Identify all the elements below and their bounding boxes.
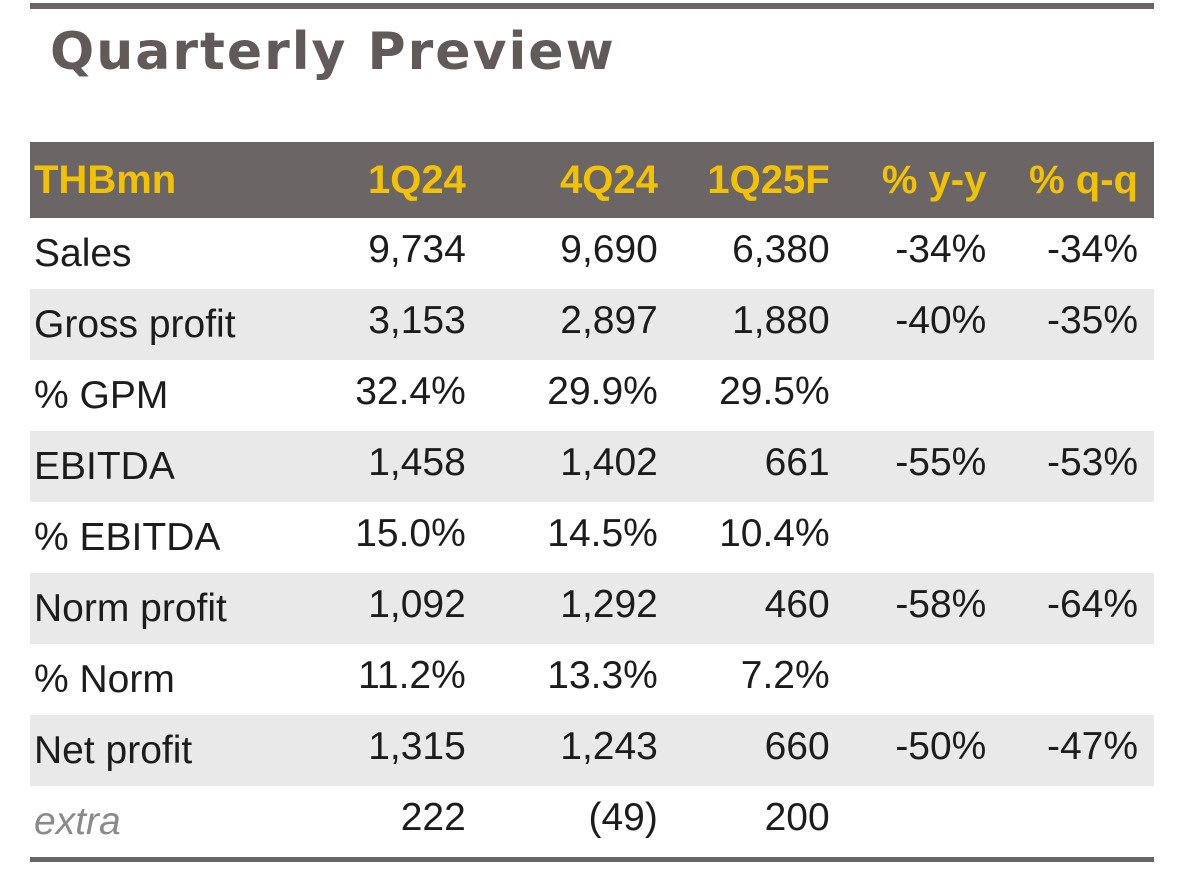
table-row-sales: Sales 9,734 9,690 6,380 -34% -34% xyxy=(30,218,1154,289)
header-yoy: % y-y xyxy=(881,157,987,202)
cell-1q25f: 661 xyxy=(764,440,830,484)
cell-qoq xyxy=(1002,502,1154,573)
cell-yoy: -58% xyxy=(895,582,987,626)
cell-qoq xyxy=(1002,786,1154,857)
cell-1q24: 32.4% xyxy=(355,369,466,413)
cell-1q24: 3,153 xyxy=(368,298,466,342)
row-label: EBITDA xyxy=(34,444,175,488)
row-label: % Norm xyxy=(34,657,175,701)
cell-qoq: -34% xyxy=(1046,227,1138,271)
cell-4q24: 1,292 xyxy=(560,582,658,626)
cell-1q24: 15.0% xyxy=(355,511,466,555)
cell-1q25f: 1,880 xyxy=(732,298,830,342)
cell-1q24: 1,458 xyxy=(368,440,466,484)
table-row-ebitda-margin: % EBITDA 15.0% 14.5% 10.4% xyxy=(30,502,1154,573)
cell-1q24: 11.2% xyxy=(358,653,466,697)
row-label: Net profit xyxy=(34,728,193,772)
cell-4q24: 2,897 xyxy=(560,298,658,342)
cell-1q24: 222 xyxy=(400,795,466,839)
cell-yoy xyxy=(846,360,1003,431)
page-title: Quarterly Preview xyxy=(50,22,616,82)
row-label: Gross profit xyxy=(34,302,236,346)
row-label: Norm profit xyxy=(34,586,227,630)
table-row-norm-margin: % Norm 11.2% 13.3% 7.2% xyxy=(30,644,1154,715)
row-label: extra xyxy=(34,799,121,843)
cell-qoq: -53% xyxy=(1046,440,1138,484)
cell-4q24: 1,243 xyxy=(560,724,658,768)
cell-yoy: -34% xyxy=(895,227,987,271)
table-row-ebitda: EBITDA 1,458 1,402 661 -55% -53% xyxy=(30,431,1154,502)
cell-4q24: 9,690 xyxy=(560,227,658,271)
cell-yoy: -50% xyxy=(895,724,987,768)
header-4q24: 4Q24 xyxy=(560,157,658,202)
cell-yoy xyxy=(846,502,1003,573)
top-divider xyxy=(30,3,1154,9)
cell-yoy xyxy=(846,644,1003,715)
header-1q25f: 1Q25F xyxy=(707,157,830,202)
bottom-divider xyxy=(30,857,1154,862)
cell-qoq: -35% xyxy=(1046,298,1138,342)
cell-qoq xyxy=(1002,644,1154,715)
quarterly-preview-table: THBmn 1Q24 4Q24 1Q25F % y-y % q-q Sales … xyxy=(30,142,1154,857)
table-row-gpm: % GPM 32.4% 29.9% 29.5% xyxy=(30,360,1154,431)
table-row-norm-profit: Norm profit 1,092 1,292 460 -58% -64% xyxy=(30,573,1154,644)
cell-1q25f: 29.5% xyxy=(719,369,830,413)
header-qoq: % q-q xyxy=(1029,157,1138,202)
row-label: % EBITDA xyxy=(34,515,221,559)
row-label: Sales xyxy=(34,231,132,275)
cell-1q25f: 10.4% xyxy=(719,511,830,555)
cell-1q25f: 200 xyxy=(764,795,830,839)
cell-4q24: 1,402 xyxy=(560,440,658,484)
cell-1q25f: 6,380 xyxy=(732,227,830,271)
cell-qoq xyxy=(1002,360,1154,431)
cell-1q24: 9,734 xyxy=(368,227,466,271)
table-header-row: THBmn 1Q24 4Q24 1Q25F % y-y % q-q xyxy=(30,142,1154,218)
table-row-extra: extra 222 (49) 200 xyxy=(30,786,1154,857)
header-1q24: 1Q24 xyxy=(367,157,466,202)
table-row-net-profit: Net profit 1,315 1,243 660 -50% -47% xyxy=(30,715,1154,786)
header-label-thbmn: THBmn xyxy=(34,157,177,202)
cell-4q24: 13.3% xyxy=(547,653,658,697)
cell-1q24: 1,092 xyxy=(368,582,466,626)
cell-1q24: 1,315 xyxy=(368,724,466,768)
row-label: % GPM xyxy=(34,373,169,417)
cell-4q24: 29.9% xyxy=(547,369,658,413)
cell-1q25f: 7.2% xyxy=(740,653,830,697)
cell-yoy: -55% xyxy=(895,440,987,484)
cell-qoq: -47% xyxy=(1046,724,1138,768)
cell-yoy: -40% xyxy=(895,298,987,342)
table-row-gross-profit: Gross profit 3,153 2,897 1,880 -40% -35% xyxy=(30,289,1154,360)
cell-yoy xyxy=(846,786,1003,857)
cell-qoq: -64% xyxy=(1046,582,1138,626)
cell-4q24: 14.5% xyxy=(547,511,658,555)
cell-1q25f: 660 xyxy=(764,724,830,768)
cell-1q25f: 460 xyxy=(764,582,830,626)
cell-4q24: (49) xyxy=(588,795,658,839)
